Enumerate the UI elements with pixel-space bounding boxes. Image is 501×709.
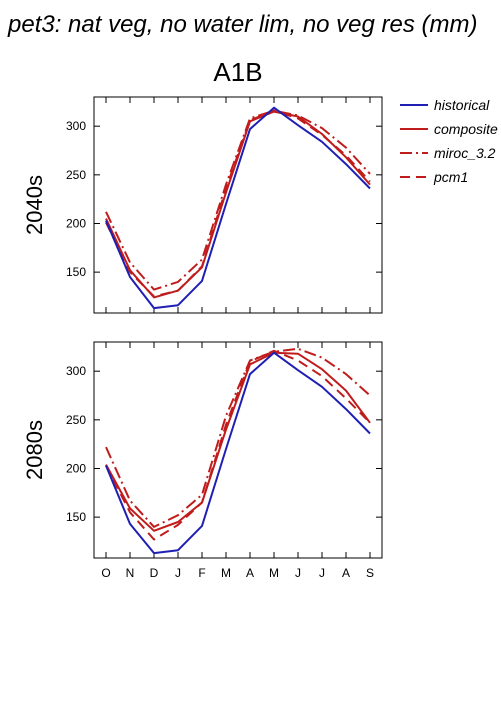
y-tick-label: 200 [66,216,86,230]
y-tick-label: 200 [66,461,86,475]
scenario-label: A1B [213,57,262,87]
legend-label-miroc_3.2: miroc_3.2 [434,145,496,161]
panel-label: 2080s [22,420,47,480]
y-tick-label: 150 [66,265,86,279]
x-tick-label: J [319,566,325,580]
y-tick-label: 250 [66,168,86,182]
x-tick-label: F [198,566,205,580]
y-tick-label: 300 [66,119,86,133]
legend-label-pcm1: pcm1 [433,169,468,185]
x-tick-label: N [126,566,135,580]
panel-2080s: 150 200 250 300 O N D J F M A M J J A S 2080s [22,341,383,580]
x-tick-label: A [342,566,350,580]
series-line-composite [105,351,371,532]
series-line-composite [105,110,371,299]
legend-label-composite: composite [434,121,498,137]
series-line-miroc_3.2 [105,347,371,528]
series-line-miroc_3.2 [105,109,371,291]
figure-title: pet3: nat veg, no water lim, no veg res … [7,11,478,38]
x-tick-label: J [295,566,301,580]
y-tick-label: 250 [66,413,86,427]
y-tick-label: 150 [66,510,86,524]
x-tick-label: J [175,566,181,580]
panel-label: 2040s [22,175,47,235]
series-line-pcm1 [105,349,371,541]
legend: historical composite miroc_3.2 pcm1 [400,97,498,185]
x-tick-label: M [221,566,231,580]
x-tick-label: O [101,566,110,580]
x-tick-label: S [366,566,374,580]
panel-2040s: 150 200 250 300 2040s [22,96,383,314]
series-line-historical [105,106,371,310]
x-tick-label: D [150,566,159,580]
plot-frame [93,96,383,314]
series-line-pcm1 [105,109,371,298]
plot-frame [93,341,383,559]
legend-label-historical: historical [434,97,490,113]
x-tick-label: A [246,566,254,580]
series-line-historical [105,351,371,555]
y-tick-label: 300 [66,364,86,378]
x-tick-label: M [269,566,279,580]
